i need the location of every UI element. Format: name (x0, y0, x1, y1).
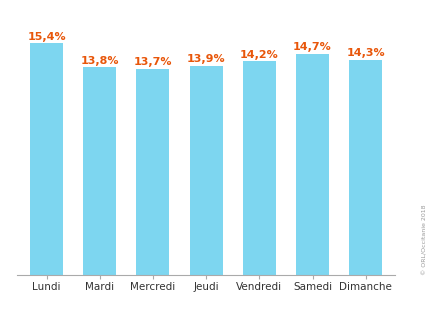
Text: 14,3%: 14,3% (346, 48, 385, 58)
Text: 13,8%: 13,8% (81, 56, 119, 66)
Bar (243, 61, 276, 275)
Text: 13,9%: 13,9% (187, 54, 225, 64)
Bar (190, 66, 223, 275)
Bar (136, 69, 169, 275)
Bar (349, 60, 382, 275)
Text: 13,7%: 13,7% (134, 57, 172, 67)
Text: 14,7%: 14,7% (293, 42, 332, 52)
Text: 14,2%: 14,2% (240, 50, 279, 60)
Text: © ORL/Occitanie 2018: © ORL/Occitanie 2018 (422, 205, 427, 275)
Bar (30, 43, 63, 275)
Text: 15,4%: 15,4% (27, 32, 66, 42)
Bar (296, 54, 329, 275)
Bar (83, 67, 116, 275)
